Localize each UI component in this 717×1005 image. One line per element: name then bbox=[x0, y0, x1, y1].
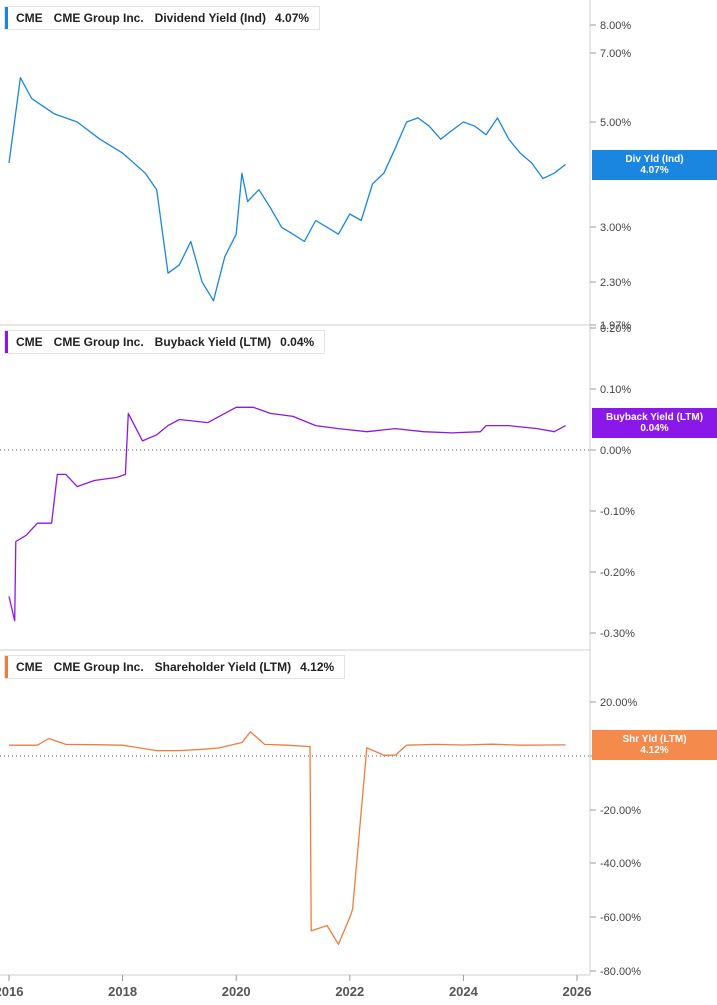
legend-ticker: CME bbox=[16, 335, 43, 349]
y-tick-label: 8.00% bbox=[600, 20, 631, 32]
y-tick-label: -0.20% bbox=[600, 567, 635, 579]
x-tick-label: 2020 bbox=[222, 984, 251, 999]
y-tick-label: -60.00% bbox=[600, 912, 641, 924]
x-axis-layer: 2016 2018 2020 2022 2024 2026 bbox=[0, 975, 591, 999]
legend-value: 4.07% bbox=[275, 11, 310, 25]
y-tick-label: -40.00% bbox=[600, 858, 641, 870]
legend-metric: Shareholder Yield (LTM) bbox=[154, 660, 292, 674]
legend-buyback-yield[interactable]: CME CME Group Inc. Buyback Yield (LTM) 0… bbox=[4, 330, 326, 354]
x-tick-label: 2016 bbox=[0, 984, 23, 999]
legend-company: CME Group Inc. bbox=[53, 335, 144, 349]
legend-ticker: CME bbox=[16, 660, 43, 674]
grid-layer bbox=[0, 0, 591, 976]
tag-label: Buyback Yield (LTM) bbox=[605, 412, 704, 423]
tag-value: 4.07% bbox=[640, 165, 669, 176]
last-value-tag-shareholder: Shr Yld (LTM) 4.12% bbox=[592, 730, 717, 760]
legend-swatch bbox=[5, 7, 8, 29]
series-layer bbox=[8, 77, 566, 945]
tag-value: 4.12% bbox=[640, 745, 669, 756]
legend-value: 4.12% bbox=[300, 660, 335, 674]
series-line-1 bbox=[8, 406, 566, 622]
y-tick-label: -20.00% bbox=[600, 805, 641, 817]
x-tick-label: 2022 bbox=[335, 984, 364, 999]
legend-swatch bbox=[5, 331, 8, 353]
legend-metric: Dividend Yield (Ind) bbox=[154, 11, 267, 25]
y-tick-label: 0.00% bbox=[600, 445, 631, 457]
y-tick-label: 7.00% bbox=[600, 48, 631, 60]
y-tick-label: -0.30% bbox=[600, 628, 635, 640]
y-tick-label: 0.10% bbox=[600, 384, 631, 396]
series-line-2 bbox=[9, 731, 566, 945]
y-tick-label: 20.00% bbox=[600, 697, 638, 709]
series-line-0 bbox=[8, 77, 566, 302]
y-tick-label: -80.00% bbox=[600, 966, 641, 978]
x-tick-label: 2024 bbox=[449, 984, 479, 999]
tag-label: Div Yld (Ind) bbox=[625, 154, 684, 165]
y-tick-label: 2.30% bbox=[600, 277, 631, 289]
legend-company: CME Group Inc. bbox=[53, 11, 144, 25]
y-tick-label: 5.00% bbox=[600, 117, 631, 129]
legend-company: CME Group Inc. bbox=[53, 660, 144, 674]
y-axis-layer: 8.00% 7.00% 5.00% 3.00% 2.30% 1.97%0.20% 0.10%… bbox=[590, 20, 641, 978]
x-tick-label: 2018 bbox=[108, 984, 137, 999]
legend-value: 0.04% bbox=[280, 335, 315, 349]
last-value-tag-buyback: Buyback Yield (LTM) 0.04% bbox=[592, 408, 717, 438]
legend-ticker: CME bbox=[16, 11, 43, 25]
y-tick-label: -0.10% bbox=[600, 506, 635, 518]
y-tick-label: 1.97% bbox=[600, 320, 631, 332]
tag-label: Shr Yld (LTM) bbox=[622, 734, 687, 745]
x-tick-label: 2026 bbox=[563, 984, 592, 999]
y-tick-label: 0.20% bbox=[600, 323, 631, 335]
legend-metric: Buyback Yield (LTM) bbox=[154, 335, 272, 349]
legend-shareholder-yield[interactable]: CME CME Group Inc. Shareholder Yield (LT… bbox=[4, 655, 346, 679]
last-value-tag-dividend: Div Yld (Ind) 4.07% bbox=[592, 150, 717, 180]
y-tick-label: 3.00% bbox=[600, 222, 631, 234]
legend-swatch bbox=[5, 656, 8, 678]
legend-dividend-yield[interactable]: CME CME Group Inc. Dividend Yield (Ind) … bbox=[4, 6, 321, 30]
tag-value: 0.04% bbox=[640, 423, 669, 434]
